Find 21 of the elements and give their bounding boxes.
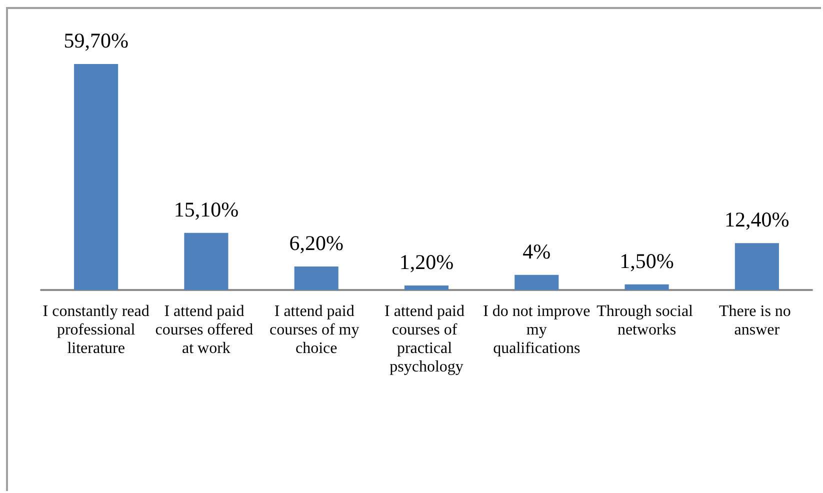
bar <box>624 284 669 290</box>
bar <box>514 274 559 290</box>
x-tick-label: I do not improve my qualifications <box>483 302 590 357</box>
x-tick-label: I attend paid courses offered at work <box>155 302 258 357</box>
bar <box>184 232 228 290</box>
data-label: 15,10% <box>174 197 239 222</box>
x-tick-label: I attend paid courses of practical psychology <box>384 302 468 376</box>
x-tick-label: Through social networks <box>596 302 697 338</box>
data-label: 59,70% <box>64 28 128 53</box>
x-tick-label: I attend paid courses of my choice <box>269 302 364 357</box>
data-label: 4% <box>522 239 551 264</box>
x-tick-label: There is no answer <box>718 302 795 338</box>
data-label: 1,50% <box>620 248 674 273</box>
data-label: 12,40% <box>724 208 790 232</box>
data-label: 6,20% <box>289 231 344 256</box>
bar <box>74 64 118 290</box>
bar <box>294 266 338 290</box>
bar <box>404 285 449 290</box>
x-tick-label: I constantly read professional literature <box>42 302 150 357</box>
bar <box>734 243 779 290</box>
data-label: 1,20% <box>399 250 454 274</box>
